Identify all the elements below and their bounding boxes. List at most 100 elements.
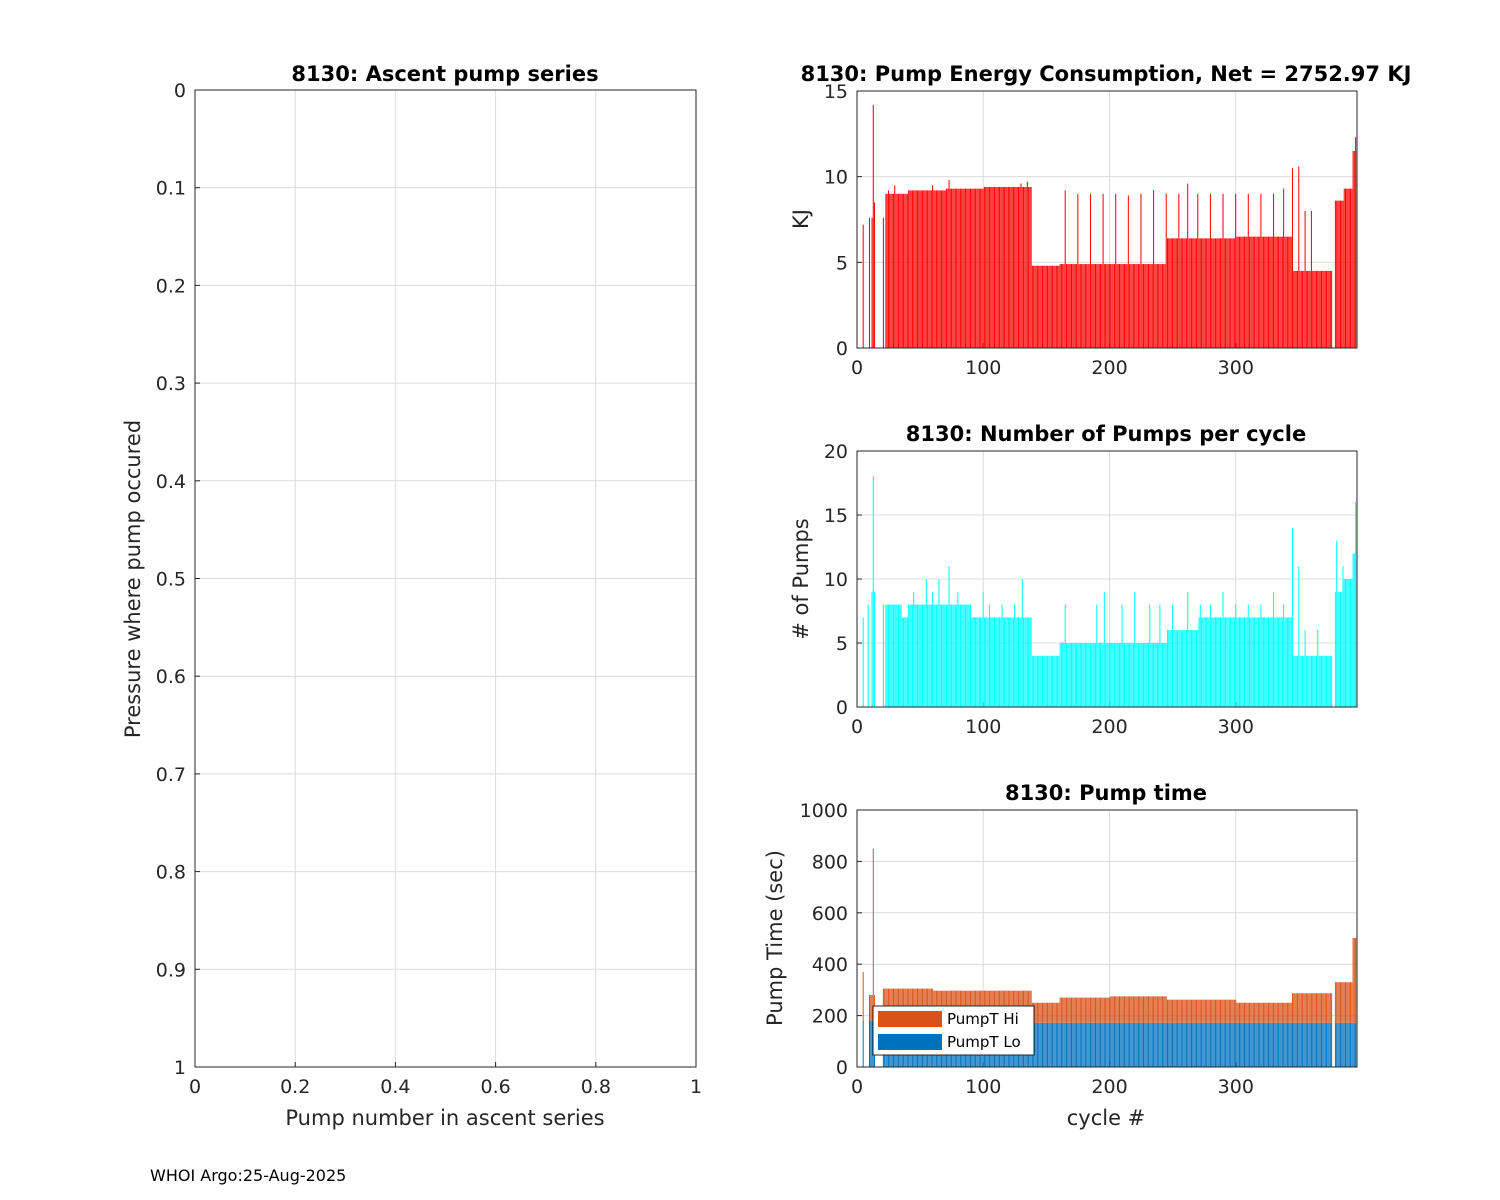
bar-pumpt-lo	[1074, 1022, 1076, 1067]
bar-pumpt-hi	[1223, 999, 1225, 1023]
bar	[905, 617, 907, 707]
bar-pumpt-hi	[1267, 1002, 1269, 1023]
bar	[1107, 264, 1109, 348]
bar-pumpt-lo	[1266, 1022, 1268, 1067]
bar-pumpt-lo	[1055, 1022, 1057, 1067]
bar	[1043, 265, 1045, 348]
bar	[1294, 270, 1296, 348]
bar	[871, 217, 873, 348]
bar	[1246, 236, 1248, 348]
bar-pumpt-hi	[872, 848, 874, 1021]
bar	[1310, 655, 1312, 707]
bar-pumpt-lo	[1319, 1022, 1321, 1067]
bar	[1093, 264, 1095, 348]
bar-pumpt-hi	[1158, 996, 1160, 1023]
bar	[1303, 655, 1305, 707]
bar-pumpt-lo	[1237, 1022, 1239, 1067]
bar-pumpt-lo	[1231, 1022, 1233, 1067]
bar	[982, 188, 984, 348]
bar-pumpt-hi	[1040, 1002, 1042, 1023]
bar-pumpt-hi	[1276, 1002, 1278, 1023]
bar-pumpt-lo	[1337, 1022, 1339, 1067]
bar	[1004, 186, 1006, 348]
y-tick-label: 200	[812, 1006, 848, 1028]
bar-pumpt-lo	[1346, 1022, 1348, 1067]
bar	[1065, 643, 1067, 707]
y-tick-label: 0.8	[156, 862, 186, 884]
bar-pumpt-hi	[1218, 999, 1220, 1023]
bar	[1072, 264, 1074, 348]
bar-pumpt-hi	[1204, 999, 1206, 1023]
bar-pumpt-lo	[1126, 1022, 1128, 1067]
bar-pumpt-lo	[1035, 1022, 1037, 1067]
bar-pumpt-lo	[1160, 1022, 1162, 1067]
x-tick-label: 0	[851, 357, 863, 379]
bar-pumpt-hi	[1350, 982, 1352, 1023]
bar	[1225, 617, 1227, 707]
bar	[1267, 236, 1269, 348]
bar	[1267, 617, 1269, 707]
bar-pumpt-lo	[1076, 1022, 1078, 1067]
bar	[1294, 655, 1296, 707]
bar-pumpt-hi	[1286, 1002, 1288, 1023]
y-tick-label: 5	[836, 252, 848, 274]
bar-pumpt-lo	[1072, 1022, 1074, 1067]
bar	[1226, 238, 1228, 348]
bar-pumpt-lo	[1081, 1022, 1083, 1067]
bar	[1279, 617, 1281, 707]
bar	[1129, 643, 1131, 707]
bar	[925, 579, 927, 707]
bar	[887, 604, 889, 707]
bar-pumpt-lo	[1347, 1022, 1349, 1067]
bar-pumpt-hi	[1206, 999, 1208, 1023]
bar	[1319, 270, 1321, 348]
bar	[1341, 591, 1343, 707]
bar	[1281, 617, 1283, 707]
bar	[1131, 643, 1133, 707]
bar-pumpt-lo	[1355, 1022, 1357, 1067]
bar	[1327, 655, 1329, 707]
bar-pumpt-hi	[1232, 999, 1234, 1023]
bar-pumpt-lo	[1156, 1022, 1158, 1067]
bar	[1227, 617, 1229, 707]
bar-pumpt-lo	[868, 1020, 870, 1067]
bar-pumpt-hi	[1294, 993, 1296, 1023]
bar	[952, 604, 954, 707]
bar-pumpt-lo	[1071, 1022, 1073, 1067]
bar-pumpt-hi	[1165, 996, 1167, 1023]
bar	[1246, 617, 1248, 707]
bar-pumpt-lo	[1225, 1022, 1227, 1067]
bar-pumpt-lo	[1299, 1022, 1301, 1067]
bar	[1322, 270, 1324, 348]
bar	[1283, 188, 1285, 348]
bar	[1160, 643, 1162, 707]
bar-pumpt-lo	[1199, 1022, 1201, 1067]
bar	[1113, 643, 1115, 707]
bar-pumpt-lo	[1116, 1022, 1118, 1067]
bar	[1120, 643, 1122, 707]
bar-pumpt-hi	[1154, 996, 1156, 1023]
bar	[1243, 236, 1245, 348]
bar	[1092, 643, 1094, 707]
bar-pumpt-lo	[1235, 1022, 1237, 1067]
bar-pumpt-hi	[1139, 996, 1141, 1023]
bar	[1298, 566, 1300, 707]
bar	[1284, 617, 1286, 707]
bar	[1149, 604, 1151, 707]
bar	[1087, 264, 1089, 348]
bar	[1338, 591, 1340, 707]
bar-pumpt-hi	[1179, 999, 1181, 1023]
bar-pumpt-hi	[1148, 996, 1150, 1023]
x-tick-label: 1	[690, 1076, 702, 1098]
bar-pumpt-hi	[1084, 997, 1086, 1023]
bar	[895, 193, 897, 348]
bar	[882, 604, 884, 707]
bar	[1126, 643, 1128, 707]
bar	[889, 604, 891, 707]
bar	[1017, 186, 1019, 348]
bar	[1064, 604, 1066, 707]
bar	[987, 186, 989, 348]
legend-label: PumpT Lo	[947, 1033, 1021, 1051]
bar-pumpt-hi	[1313, 993, 1315, 1023]
bar-pumpt-hi	[1127, 996, 1129, 1023]
